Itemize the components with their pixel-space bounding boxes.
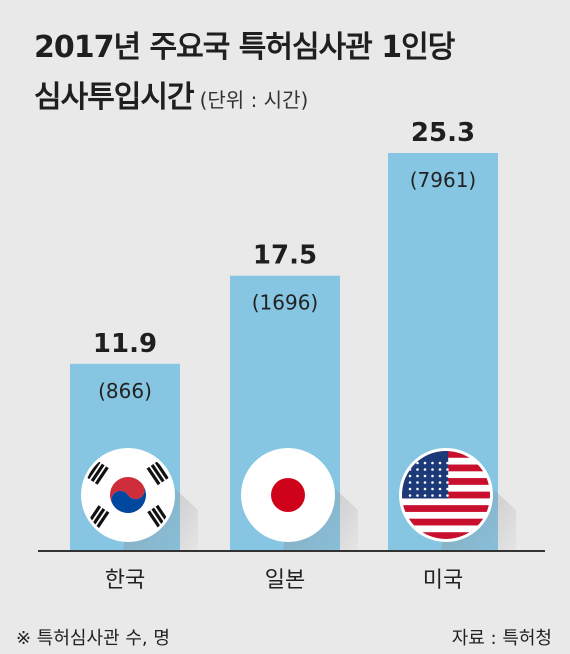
unit-label: (단위 : 시간): [199, 88, 309, 112]
examiner-count-0: (866): [98, 379, 152, 403]
value-label-0: 11.9: [93, 329, 157, 359]
footnote: ※ 특허심사관 수, 명: [16, 628, 170, 649]
value-label-1: 17.5: [253, 241, 317, 271]
examiner-count-1: (1696): [252, 291, 319, 315]
category-label-1: 일본: [265, 568, 305, 593]
value-label-2: 25.3: [411, 118, 475, 148]
south-korea-flag-icon: [81, 448, 198, 551]
chart-title-line1: 2017년 주요국 특허심사관 1인당: [34, 30, 455, 65]
chart-title-line2: 심사투입시간 (단위 : 시간): [34, 72, 308, 116]
category-label-2: 미국: [423, 568, 463, 593]
source-note: 자료 : 특허청: [451, 628, 552, 649]
japan-flag-icon: [241, 448, 358, 551]
category-label-0: 한국: [105, 568, 145, 593]
examiner-count-2: (7961): [410, 168, 477, 192]
usa-flag-icon: [399, 448, 516, 551]
chart-title-main: 심사투입시간: [34, 80, 195, 115]
